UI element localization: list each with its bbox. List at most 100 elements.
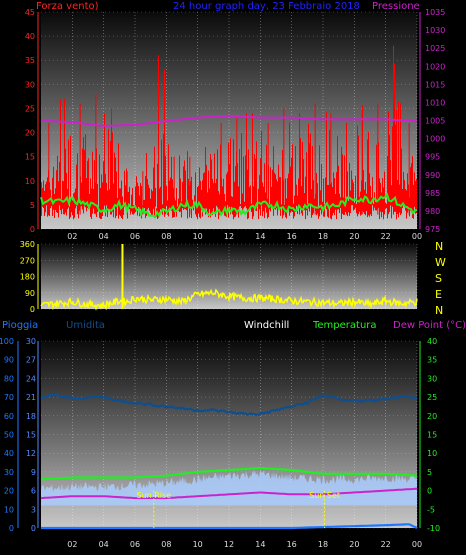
wind-y-tick: 20	[25, 129, 35, 138]
humidity-y-tick: 30	[26, 337, 36, 346]
wind-y-tick: 0	[30, 225, 35, 234]
x-tick-label: 18	[318, 540, 328, 549]
temp-y-tick: -10	[427, 524, 440, 533]
rain-y-tick: 10	[4, 505, 14, 514]
humidity-y-tick: 15	[26, 431, 36, 440]
x-tick-label: 02	[67, 232, 77, 241]
humidity-y-tick: 24	[26, 374, 36, 383]
temp-y-tick: 25	[427, 393, 437, 402]
rain-line	[41, 523, 418, 530]
rain-y-tick: 30	[4, 468, 14, 477]
wind-y-tick: 25	[25, 104, 35, 113]
rain-y-tick: 100	[0, 337, 14, 346]
humidity-header-label: Umidita	[66, 320, 106, 331]
pressure-y-tick: 1015	[425, 80, 445, 89]
compass-n-top: N	[435, 240, 444, 253]
direction-line	[40, 288, 418, 311]
x-tick-label: 12	[224, 232, 234, 241]
pressure-y-tick: 1025	[425, 44, 445, 53]
x-tick-label: 12	[224, 540, 234, 549]
humidity-y-tick: 3	[31, 505, 36, 514]
windchill-area	[41, 470, 417, 506]
x-tick-label: 10	[193, 232, 203, 241]
rain-y-tick: 90	[4, 356, 14, 365]
compass-w: W	[435, 256, 446, 269]
direction-y-tick: 90	[25, 289, 35, 298]
direction-y-tick: 360	[20, 240, 35, 249]
pressure-y-tick: 1035	[425, 8, 445, 17]
pressure-y-tick: 1030	[425, 26, 445, 35]
pressure-y-tick: 995	[425, 153, 440, 162]
rain-y-tick: 70	[4, 393, 14, 402]
x-tick-label: 22	[381, 232, 391, 241]
temp-y-tick: 0	[427, 487, 432, 496]
pressure-y-tick: 985	[425, 189, 440, 198]
x-tick-label: 10	[193, 540, 203, 549]
rain-y-tick: 20	[4, 487, 14, 496]
x-tick-label: 00	[412, 540, 422, 549]
avg-wind-line	[40, 192, 418, 219]
temp-y-tick: 20	[427, 412, 437, 421]
humidity-y-tick: 9	[31, 468, 36, 477]
pressure-y-tick: 975	[425, 225, 440, 234]
rain-y-tick: 0	[9, 524, 14, 533]
humidity-y-tick: 12	[26, 449, 36, 458]
wind-header-label: Forza vento)	[36, 1, 99, 12]
x-tick-label: 06	[130, 232, 140, 241]
x-tick-label: 18	[318, 232, 328, 241]
rain-y-tick: 80	[4, 374, 14, 383]
wind-y-tick: 30	[25, 80, 35, 89]
x-tick-label: 16	[287, 232, 297, 241]
x-tick-label: 02	[67, 540, 77, 549]
direction-y-tick: 270	[20, 256, 35, 265]
x-tick-label: 22	[381, 540, 391, 549]
x-tick-label: 06	[130, 540, 140, 549]
x-tick-label: 00	[412, 232, 422, 241]
pressure-header-label: Pressione	[372, 1, 420, 12]
wind-y-tick: 15	[25, 153, 35, 162]
temp-y-tick: 15	[427, 431, 437, 440]
x-tick-label: 08	[161, 232, 171, 241]
temp-y-tick: -5	[427, 505, 435, 514]
compass-e: E	[435, 288, 442, 301]
pressure-y-tick: 1000	[425, 135, 445, 144]
temp-y-tick: 40	[427, 337, 437, 346]
pressure-y-tick: 990	[425, 171, 440, 180]
rain-y-tick: 50	[4, 431, 14, 440]
temp-y-tick: 5	[427, 468, 432, 477]
dewpoint-header-label: Dew Point (°C)	[393, 320, 466, 331]
x-tick-label: 04	[99, 540, 109, 549]
x-tick-label: 04	[99, 232, 109, 241]
wind-y-tick: 5	[30, 201, 35, 210]
x-tick-label: 14	[255, 232, 265, 241]
compass-s: S	[435, 272, 442, 285]
wind-y-tick: 40	[25, 32, 35, 41]
windchill-header-label: Windchill	[244, 320, 290, 331]
dewpoint-line	[40, 487, 418, 500]
direction-y-tick: 180	[20, 273, 35, 282]
x-tick-label: 08	[161, 540, 171, 549]
sunset-label: Sun Set	[309, 491, 340, 500]
wind-y-tick: 35	[25, 56, 35, 65]
humidity-y-tick: 27	[26, 356, 36, 365]
humidity-y-tick: 0	[31, 524, 36, 533]
humidity-y-tick: 6	[31, 487, 36, 496]
wind-y-tick: 10	[25, 177, 35, 186]
x-tick-label: 16	[287, 540, 297, 549]
temperature-line	[40, 467, 418, 481]
compass-n-bottom: N	[435, 304, 444, 317]
temperature-header-label: Temperatura	[313, 320, 377, 331]
rain-header-label: Pioggia	[2, 320, 39, 331]
pressure-line	[40, 114, 418, 127]
temp-y-tick: 10	[427, 449, 437, 458]
humidity-y-tick: 18	[26, 412, 36, 421]
temp-y-tick: 30	[427, 374, 437, 383]
sunrise-label: Sun Rise	[136, 491, 171, 500]
pressure-y-tick: 980	[425, 207, 440, 216]
x-tick-label: 20	[349, 232, 359, 241]
humidity-y-tick: 21	[26, 393, 36, 402]
rain-y-tick: 40	[4, 449, 14, 458]
pressure-y-tick: 1005	[425, 117, 445, 126]
